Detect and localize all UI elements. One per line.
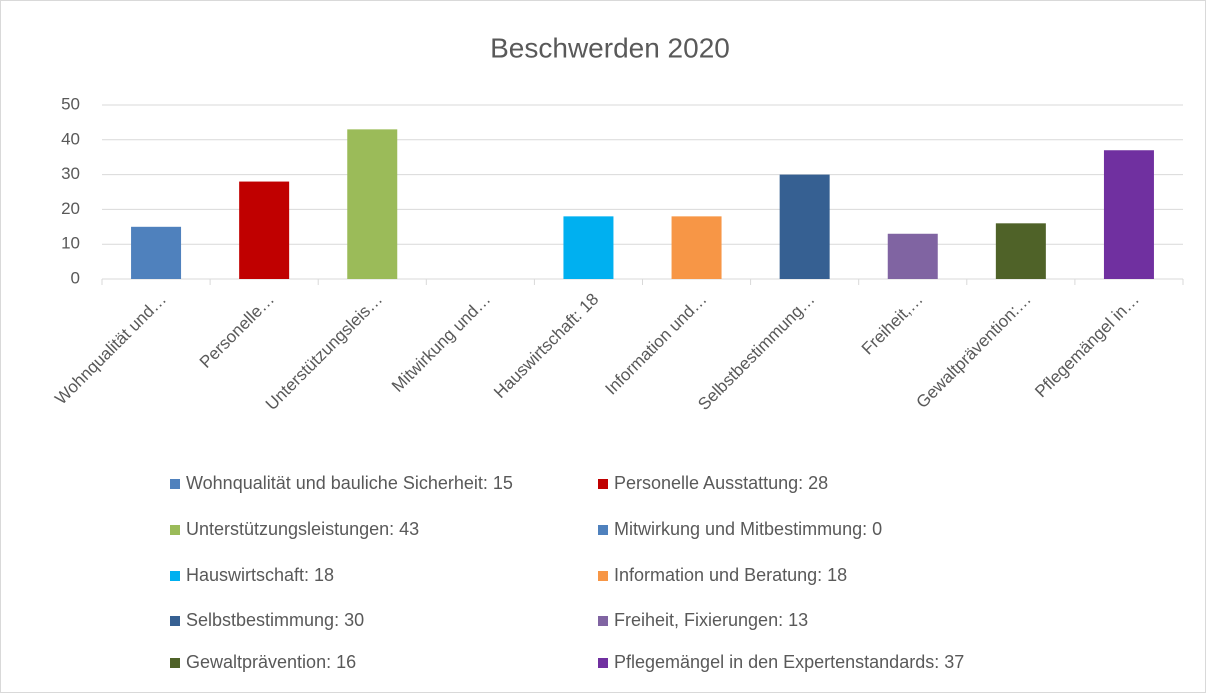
y-tick-label: 40 bbox=[61, 129, 80, 148]
bar bbox=[1103, 150, 1154, 279]
bar bbox=[995, 223, 1046, 279]
bar bbox=[779, 174, 830, 279]
legend-label: Information und Beratung: 18 bbox=[614, 565, 847, 585]
legend-swatch bbox=[170, 479, 180, 489]
legend-swatch bbox=[170, 658, 180, 668]
bar bbox=[131, 226, 182, 279]
legend-swatch bbox=[598, 571, 608, 581]
legend-swatch bbox=[598, 616, 608, 626]
y-tick-label: 10 bbox=[61, 234, 80, 253]
legend-label: Mitwirkung und Mitbestimmung: 0 bbox=[614, 519, 882, 539]
y-tick-label: 20 bbox=[61, 199, 80, 218]
bar bbox=[347, 129, 398, 279]
y-tick-label: 50 bbox=[61, 94, 80, 113]
chart-title: Beschwerden 2020 bbox=[490, 32, 730, 63]
legend-swatch bbox=[170, 525, 180, 535]
legend-swatch bbox=[598, 479, 608, 489]
legend-label: Personelle Ausstattung: 28 bbox=[614, 473, 828, 493]
bar bbox=[887, 233, 938, 279]
legend-label: Gewaltprävention: 16 bbox=[186, 652, 356, 672]
legend-label: Unterstützungsleistungen: 43 bbox=[186, 519, 419, 539]
legend-swatch bbox=[170, 616, 180, 626]
legend-swatch bbox=[170, 571, 180, 581]
bar bbox=[671, 216, 722, 279]
legend-swatch bbox=[598, 658, 608, 668]
y-tick-label: 0 bbox=[71, 268, 80, 287]
legend-swatch bbox=[598, 525, 608, 535]
legend-label: Wohnqualität und bauliche Sicherheit: 15 bbox=[186, 473, 513, 493]
legend-label: Pflegemängel in den Expertenstandards: 3… bbox=[614, 652, 964, 672]
bar bbox=[239, 181, 290, 279]
y-tick-label: 30 bbox=[61, 164, 80, 183]
legend-label: Freiheit, Fixierungen: 13 bbox=[614, 610, 808, 630]
bar bbox=[563, 216, 614, 279]
legend-label: Hauswirtschaft: 18 bbox=[186, 565, 334, 585]
legend-label: Selbstbestimmung: 30 bbox=[186, 610, 364, 630]
